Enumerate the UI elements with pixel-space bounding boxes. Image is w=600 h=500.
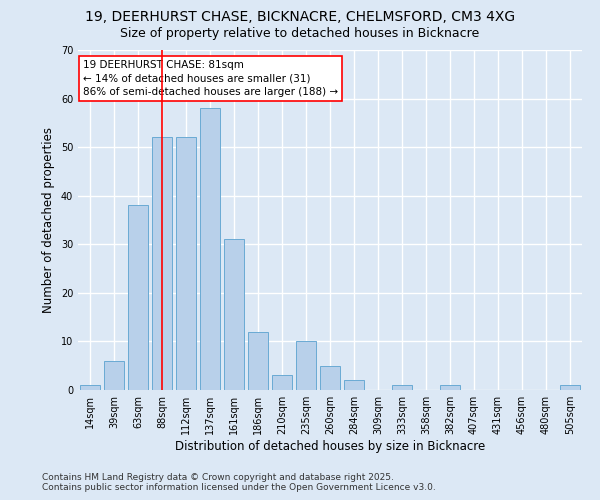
Text: Contains HM Land Registry data © Crown copyright and database right 2025.
Contai: Contains HM Land Registry data © Crown c…	[42, 473, 436, 492]
Text: 19 DEERHURST CHASE: 81sqm
← 14% of detached houses are smaller (31)
86% of semi-: 19 DEERHURST CHASE: 81sqm ← 14% of detac…	[83, 60, 338, 96]
X-axis label: Distribution of detached houses by size in Bicknacre: Distribution of detached houses by size …	[175, 440, 485, 453]
Bar	[176, 138, 196, 390]
Text: 19, DEERHURST CHASE, BICKNACRE, CHELMSFORD, CM3 4XG: 19, DEERHURST CHASE, BICKNACRE, CHELMSFO…	[85, 10, 515, 24]
Y-axis label: Number of detached properties: Number of detached properties	[42, 127, 55, 313]
Text: Size of property relative to detached houses in Bicknacre: Size of property relative to detached ho…	[121, 28, 479, 40]
Bar	[272, 376, 292, 390]
Bar	[296, 342, 316, 390]
Bar	[320, 366, 340, 390]
Bar	[224, 240, 244, 390]
Bar	[440, 385, 460, 390]
Bar	[104, 361, 124, 390]
Bar	[80, 385, 100, 390]
Bar	[344, 380, 364, 390]
Bar	[560, 385, 580, 390]
Bar	[152, 138, 172, 390]
Bar	[392, 385, 412, 390]
Bar	[248, 332, 268, 390]
Bar	[128, 206, 148, 390]
Bar	[200, 108, 220, 390]
